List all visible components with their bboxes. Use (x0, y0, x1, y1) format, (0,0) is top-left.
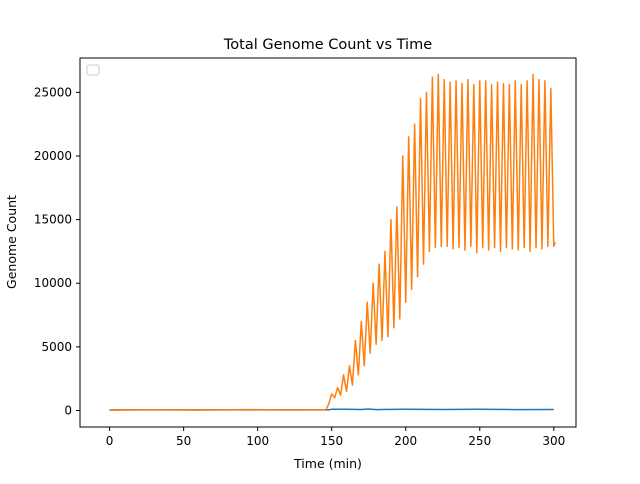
x-tick-label: 50 (176, 434, 191, 448)
x-tick-label: 0 (106, 434, 114, 448)
x-tick-label: 300 (542, 434, 565, 448)
x-tick-label: 100 (246, 434, 269, 448)
y-ticks: 0 5000 10000 15000 20000 25000 (34, 85, 80, 417)
y-tick-label: 20000 (34, 149, 72, 163)
series-layer (109, 73, 556, 411)
x-tick-label: 200 (394, 434, 417, 448)
chart-title: Total Genome Count vs Time (223, 37, 432, 53)
series-line-2 (109, 73, 556, 411)
x-ticks: 0 50 100 150 200 250 300 (106, 427, 565, 448)
y-tick-label: 5000 (41, 340, 72, 354)
x-axis-label: Time (min) (293, 456, 362, 471)
x-tick-label: 250 (468, 434, 491, 448)
legend-box (86, 64, 100, 76)
y-tick-label: 15000 (34, 213, 72, 227)
axes-frame (79, 57, 577, 428)
y-tick-label: 25000 (34, 85, 72, 99)
y-tick-label: 0 (64, 403, 72, 417)
y-axis-label: Genome Count (4, 195, 19, 289)
y-tick-label: 10000 (34, 276, 72, 290)
x-tick-label: 150 (320, 434, 343, 448)
